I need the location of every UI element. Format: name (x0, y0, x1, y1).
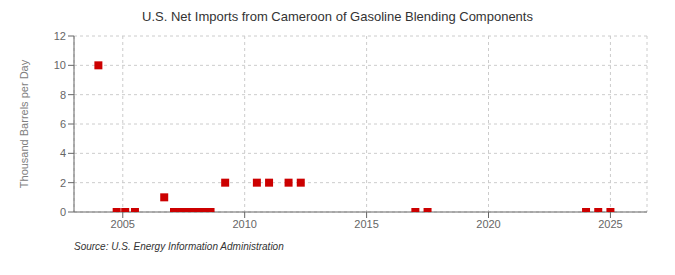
svg-text:2025: 2025 (598, 218, 622, 230)
svg-text:2: 2 (60, 177, 66, 189)
svg-text:Thousand Barrels per Day: Thousand Barrels per Day (18, 59, 30, 188)
svg-text:2015: 2015 (354, 218, 378, 230)
svg-text:4: 4 (60, 147, 66, 159)
svg-text:10: 10 (54, 59, 66, 71)
svg-text:8: 8 (60, 89, 66, 101)
svg-text:2005: 2005 (111, 218, 135, 230)
svg-text:12: 12 (54, 30, 66, 42)
svg-text:6: 6 (60, 118, 66, 130)
svg-text:2010: 2010 (232, 218, 256, 230)
svg-text:0: 0 (60, 206, 66, 218)
html-text:U.S. Net Imports from Cameroon: U.S. Net Imports from Cameroon of Gasoli… (142, 9, 533, 24)
html-text:Source: U.S. Energy Informatio: Source: U.S. Energy Information Administ… (74, 241, 284, 252)
svg-text:2020: 2020 (476, 218, 500, 230)
